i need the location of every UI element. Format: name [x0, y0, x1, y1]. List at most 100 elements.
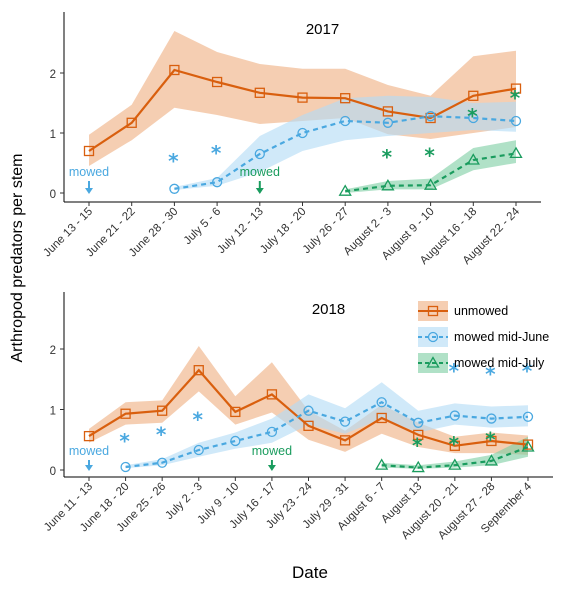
- significance-star: *: [522, 359, 533, 383]
- data-point-july: [521, 440, 535, 452]
- series-line-july: [345, 152, 517, 193]
- data-point-june: [193, 444, 204, 456]
- data-point-unmowed: [120, 408, 131, 419]
- series-line-unmowed: [88, 368, 529, 447]
- data-point-june: [449, 410, 460, 421]
- data-point-unmowed: [169, 64, 180, 76]
- data-point-unmowed: [340, 93, 351, 104]
- mowed-arrow-head: [255, 188, 264, 194]
- ci-band-june: [174, 95, 516, 190]
- legend-marker-unmowed: [427, 305, 439, 317]
- data-point-unmowed: [413, 429, 424, 441]
- data-point-unmowed: [266, 389, 278, 400]
- data-point-june: [376, 397, 387, 408]
- significance-star: *: [424, 144, 435, 168]
- data-point-unmowed: [126, 117, 137, 128]
- mowed-annotation: mowed: [240, 165, 280, 179]
- mowed-annotation: mowed: [252, 444, 292, 458]
- data-point-unmowed: [254, 87, 265, 98]
- data-point-july: [411, 460, 425, 473]
- data-point-unmowed: [339, 435, 351, 446]
- significance-star: *: [485, 362, 496, 386]
- data-point-june: [382, 117, 394, 128]
- data-point-june: [510, 115, 522, 127]
- data-point-june: [522, 411, 534, 422]
- significance-star: *: [382, 145, 393, 169]
- data-point-june: [254, 148, 265, 160]
- panel-title: 2018: [312, 301, 345, 318]
- data-point-unmowed: [382, 106, 394, 117]
- data-point-unmowed: [211, 76, 223, 88]
- data-point-unmowed: [376, 412, 387, 424]
- significance-star: *: [449, 432, 460, 456]
- data-point-june: [211, 177, 223, 188]
- significance-star: *: [467, 104, 478, 128]
- data-point-june: [297, 127, 308, 139]
- y-tick-label: 0: [50, 189, 56, 201]
- y-tick-label: 0: [50, 466, 56, 478]
- data-point-june: [266, 426, 278, 438]
- legend-marker-june: [427, 331, 439, 343]
- significance-star: *: [193, 408, 204, 432]
- data-point-unmowed: [297, 92, 308, 103]
- data-point-june: [303, 405, 314, 416]
- data-point-unmowed: [303, 420, 314, 431]
- data-point-unmowed: [230, 406, 241, 418]
- mowed-arrow-head: [85, 465, 93, 471]
- data-point-july: [509, 146, 523, 159]
- data-point-june: [339, 416, 351, 427]
- mowed-annotation: mowed: [69, 165, 109, 179]
- data-point-july: [423, 178, 438, 190]
- y-tick-label: 2: [50, 69, 56, 81]
- significance-star: *: [449, 359, 460, 383]
- data-point-unmowed: [83, 145, 95, 157]
- series-line-june: [174, 115, 517, 190]
- y-tick-label: 2: [50, 345, 56, 357]
- data-point-june: [169, 183, 180, 194]
- significance-star: *: [119, 429, 130, 453]
- ci-band-june: [125, 382, 528, 469]
- y-tick-label: 1: [50, 406, 56, 418]
- data-point-july: [338, 184, 352, 196]
- series-line-july: [381, 445, 529, 469]
- panel-title: 2017: [306, 21, 339, 38]
- legend-marker-july: [426, 356, 440, 368]
- data-point-july: [381, 179, 395, 191]
- legend-label-july: mowed mid-July: [454, 356, 545, 370]
- data-point-unmowed: [83, 430, 95, 442]
- data-point-unmowed: [468, 90, 479, 101]
- x-axis-title: Date: [292, 563, 328, 582]
- mowed-arrow-head: [85, 188, 93, 194]
- y-tick-label: 1: [50, 129, 56, 141]
- data-point-unmowed: [486, 435, 497, 447]
- data-point-june: [120, 461, 131, 473]
- data-point-unmowed: [510, 83, 522, 94]
- data-point-july: [448, 458, 462, 470]
- data-point-unmowed: [522, 439, 534, 450]
- data-point-unmowed: [193, 365, 204, 376]
- data-point-june: [413, 417, 424, 428]
- series-line-unmowed: [88, 68, 517, 152]
- significance-star: *: [156, 423, 167, 447]
- significance-star: *: [485, 428, 496, 452]
- data-point-june: [340, 115, 351, 127]
- data-point-july: [375, 458, 389, 470]
- significance-star: *: [168, 149, 179, 173]
- x-tick-label: July 5 - 6: [182, 206, 223, 247]
- data-point-july: [484, 454, 499, 466]
- mowed-annotation: mowed: [69, 444, 109, 458]
- data-point-june: [425, 111, 436, 122]
- data-point-june: [468, 112, 479, 124]
- legend-label-unmowed: unmowed: [454, 304, 508, 318]
- data-point-july: [466, 153, 480, 165]
- data-point-unmowed: [157, 405, 168, 416]
- significance-star: *: [412, 434, 423, 458]
- significance-star: *: [211, 141, 222, 165]
- data-point-unmowed: [449, 440, 460, 451]
- legend-label-june: mowed mid-June: [454, 330, 549, 344]
- mowed-arrow-head: [267, 465, 276, 471]
- y-axis-title: Arthropod predators per stem: [9, 154, 26, 363]
